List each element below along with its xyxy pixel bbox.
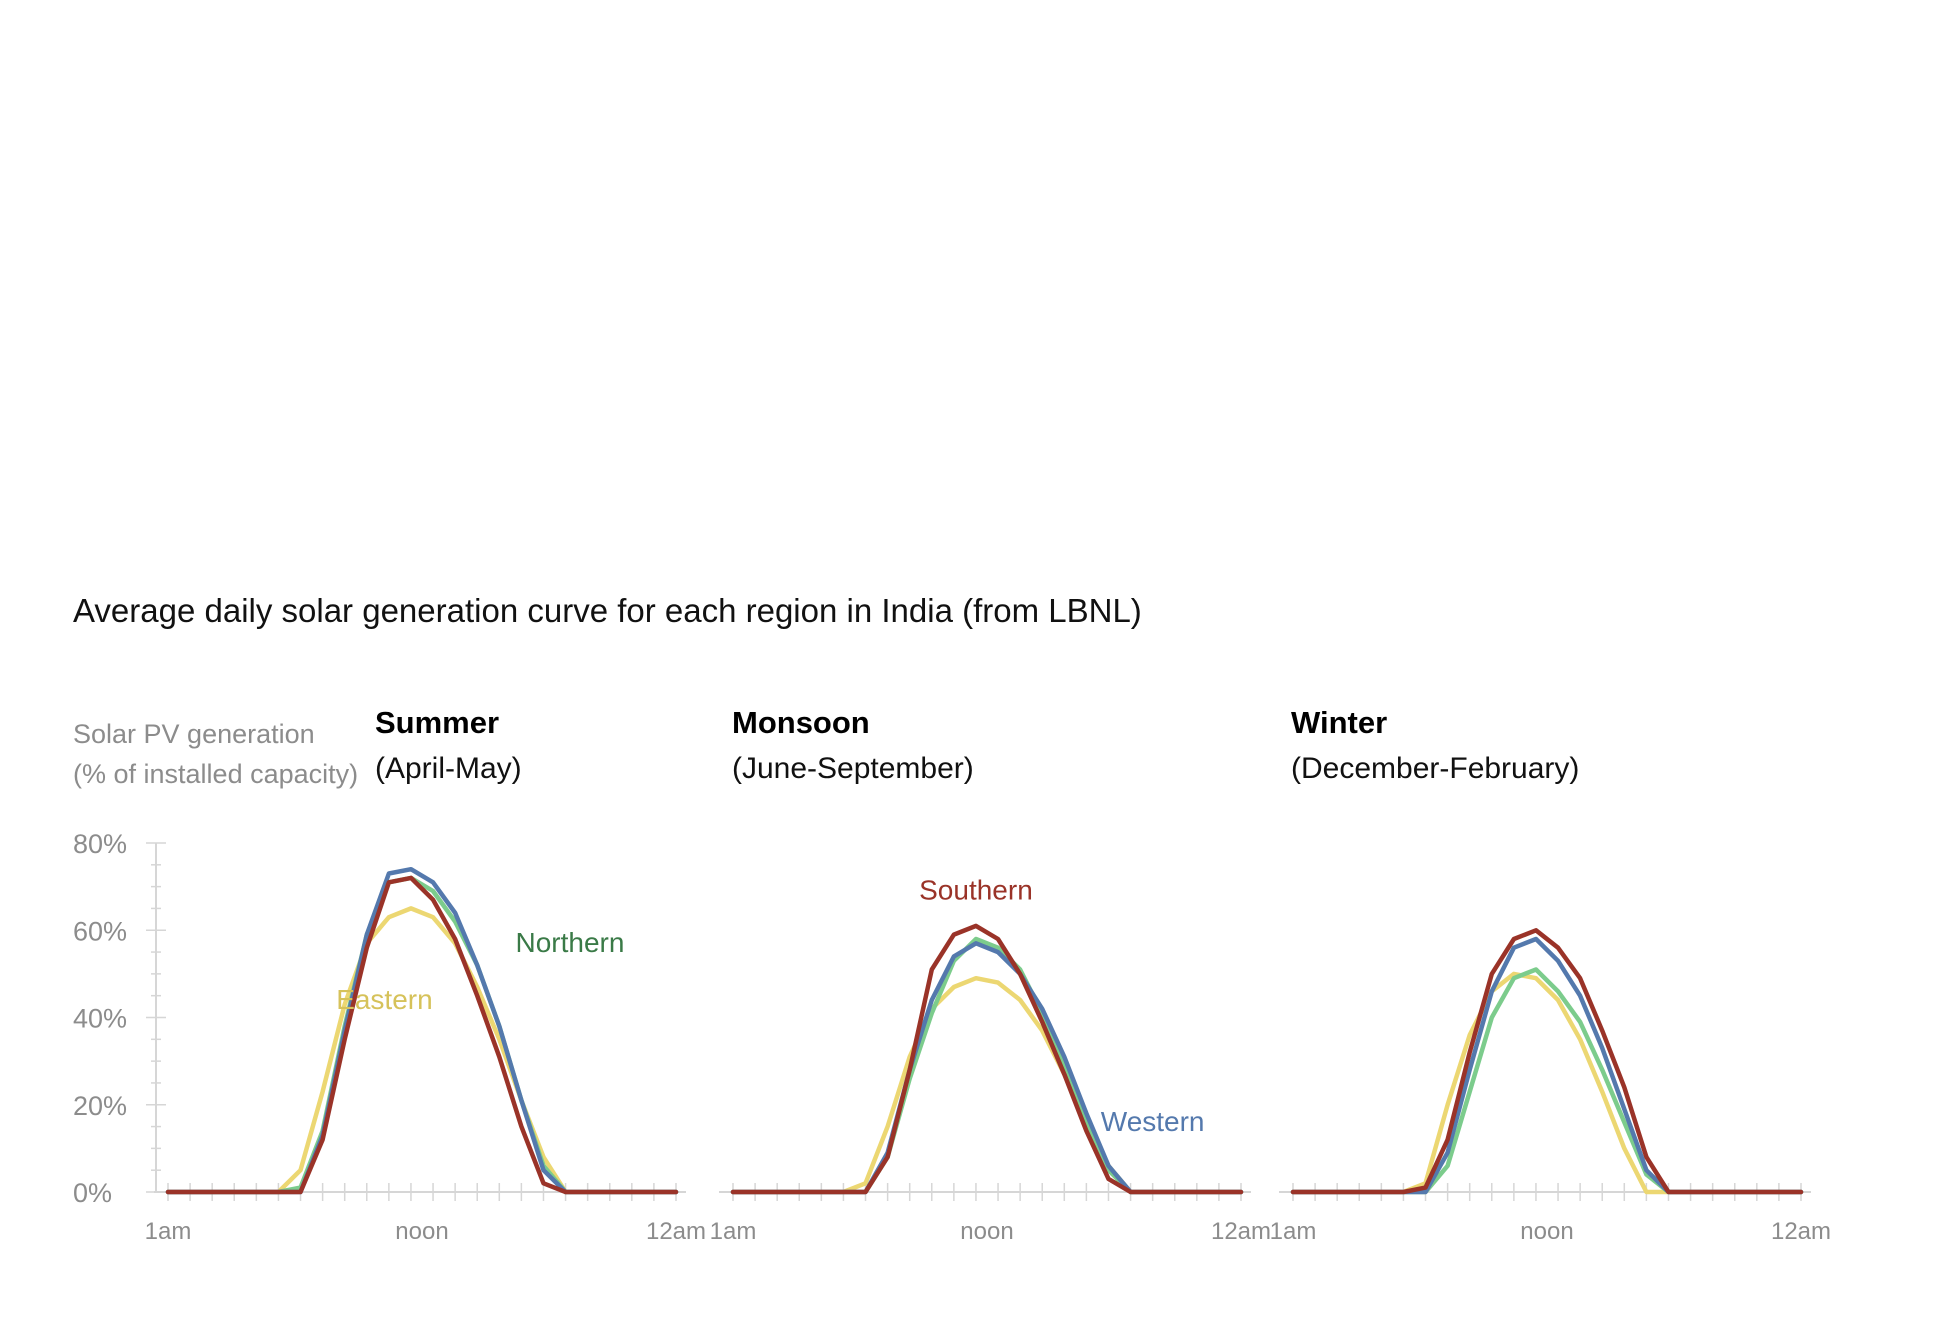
panel-title: Summer (375, 705, 499, 740)
y-axis-label-line2: (% of installed capacity) (73, 759, 358, 789)
x-tick-label: 12am (646, 1218, 706, 1245)
panel-subtitle: (June-September) (732, 752, 974, 785)
series-line-northern (1290, 967, 1804, 1195)
x-tick-label: noon (395, 1218, 448, 1245)
figure-title: Average daily solar generation curve for… (73, 592, 1142, 629)
series-line-eastern (730, 975, 1244, 1195)
panel-monsoon: Monsoon (June-September) 1am noon 12am Southe… (710, 705, 1271, 1245)
series-label-northern: Northern (516, 927, 625, 958)
panel-winter: Winter (December-February) 1am noon 12am (1270, 705, 1831, 1245)
series-line-northern (165, 875, 679, 1195)
x-tick-label: noon (960, 1218, 1013, 1245)
panel-subtitle: (December-February) (1291, 752, 1579, 785)
y-tick-label: 20% (73, 1091, 127, 1121)
series-line-southern (730, 923, 1244, 1195)
y-tick-label: 40% (73, 1004, 127, 1034)
series-line-southern (1290, 928, 1804, 1195)
series-label-western: Western (1101, 1106, 1205, 1137)
series-label-southern: Southern (919, 875, 1033, 906)
x-tick-label: 1am (145, 1218, 192, 1245)
panel-title: Monsoon (732, 705, 870, 740)
series-line-southern (165, 875, 679, 1195)
series-line-eastern (1290, 971, 1804, 1195)
series-line-northern (730, 936, 1244, 1195)
x-tick-label: noon (1520, 1218, 1573, 1245)
panel-title: Winter (1291, 705, 1387, 740)
x-tick-label: 12am (1211, 1218, 1271, 1245)
panel-summer: Summer (April-May) 1am noon 12am 0% 20% 40% 60% 8… (73, 705, 706, 1245)
chart-panels: Summer (April-May) 1am noon 12am 0% 20% 40% 60% 8… (73, 705, 1831, 1245)
panel-subtitle: (April-May) (375, 752, 522, 785)
series-line-western (165, 866, 679, 1195)
x-tick-label: 12am (1771, 1218, 1831, 1245)
y-tick-label: 60% (73, 916, 127, 946)
x-tick-label: 1am (710, 1218, 757, 1245)
series-label-eastern: Eastern (336, 984, 433, 1015)
y-tick-label: 0% (73, 1178, 112, 1208)
y-tick-label: 80% (73, 829, 127, 859)
x-tick-label: 1am (1270, 1218, 1317, 1245)
series-line-western (1290, 936, 1804, 1195)
y-axis-label-line1: Solar PV generation (73, 719, 315, 749)
